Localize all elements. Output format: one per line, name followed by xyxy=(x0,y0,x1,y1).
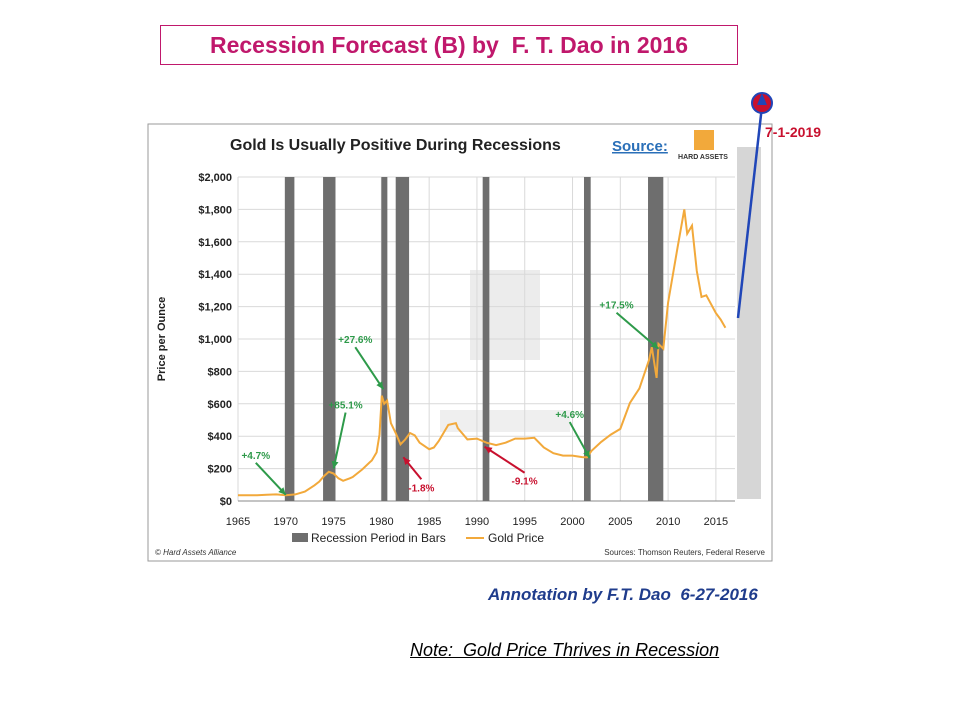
annotation-arrowhead xyxy=(484,446,493,454)
recession-bar xyxy=(381,177,388,501)
annotation-arrowhead xyxy=(583,450,590,459)
annotation-label: -9.1% xyxy=(512,477,538,488)
recession-bar xyxy=(583,177,591,501)
x-axis-ticks: 1965 1970 1975 1980 1985 1990 1995 2000 2005 2010… xyxy=(226,516,728,528)
x-tick-label: 1980 xyxy=(369,516,393,528)
watermark xyxy=(440,270,570,432)
x-tick-label: 2000 xyxy=(560,516,584,528)
hard-assets-logo: HARD ASSETS xyxy=(678,130,728,161)
x-tick-label: 1975 xyxy=(321,516,345,528)
forecast-arrow-tip xyxy=(757,93,767,105)
legend: Recession Period in Bars Gold Price xyxy=(292,531,544,545)
footer-sources: Sources: Thomson Reuters, Federal Reserv… xyxy=(604,548,765,557)
y-tick-label: $1,000 xyxy=(198,334,232,346)
annotation-arrow xyxy=(615,311,660,350)
slide-title: Recession Forecast (B) by F. T. Dao in 2… xyxy=(160,25,738,65)
note-text: Note: Gold Price Thrives in Recession xyxy=(410,640,720,660)
recession-bars xyxy=(284,177,664,501)
logo-text: HARD ASSETS xyxy=(678,154,728,161)
y-axis-label: Price per Ounce xyxy=(156,297,168,381)
annotation-arrow xyxy=(255,462,287,496)
logo-mark xyxy=(694,130,714,150)
annotation-label: +85.1% xyxy=(328,401,362,412)
recession-bar xyxy=(284,177,295,501)
y-tick-label: $0 xyxy=(220,496,232,508)
legend-recession-label: Recession Period in Bars xyxy=(311,531,446,545)
watermark-band xyxy=(440,410,570,432)
annotation-arrow xyxy=(332,412,347,469)
annotation-label: +17.5% xyxy=(599,301,633,312)
y-tick-label: $1,400 xyxy=(198,269,232,281)
forecast-arrow xyxy=(736,92,773,319)
legend-gold-label: Gold Price xyxy=(488,531,544,545)
legend-recession-swatch xyxy=(292,533,308,542)
annotation-arrow xyxy=(484,445,526,474)
forecast-arrow-shaft xyxy=(736,105,764,319)
y-tick-label: $1,800 xyxy=(198,204,232,216)
gold-price-line xyxy=(238,209,727,497)
annotation-label: +4.7% xyxy=(241,451,270,462)
forecast-date-label: 7-1-2019 xyxy=(765,124,821,140)
y-tick-label: $2,000 xyxy=(198,172,232,184)
recession-bar xyxy=(323,177,336,501)
x-tick-label: 2005 xyxy=(608,516,632,528)
annotation-arrowhead xyxy=(376,381,384,390)
y-axis-ticks: $0 $200 $400 $600 $800 $1,000 $1,200 $1,400 $1,6… xyxy=(198,172,232,508)
annotation-arrowhead xyxy=(403,457,411,466)
x-tick-label: 1985 xyxy=(417,516,441,528)
annotation-label: -1.8% xyxy=(408,483,434,494)
y-tick-label: $1,600 xyxy=(198,237,232,249)
x-tick-label: 2015 xyxy=(704,516,728,528)
chart-labels: +4.7% +85.1% +27.6% -1.8% -9.1% +4.6% +17.5% xyxy=(241,301,633,495)
x-tick-label: 1990 xyxy=(465,516,489,528)
x-tick-label: 1965 xyxy=(226,516,250,528)
source-label: Source: xyxy=(612,138,668,155)
y-tick-label: $600 xyxy=(208,399,232,411)
annotation-arrow xyxy=(354,346,385,390)
recession-bar xyxy=(482,177,490,501)
annotation-arrowhead xyxy=(278,487,286,495)
x-tick-label: 1995 xyxy=(512,516,536,528)
annotation-arrowhead xyxy=(331,460,339,469)
watermark-block xyxy=(470,270,540,360)
x-tick-label: 2010 xyxy=(656,516,680,528)
y-tick-label: $400 xyxy=(208,431,232,443)
y-tick-label: $800 xyxy=(208,366,232,378)
annotation-label: +27.6% xyxy=(338,335,372,346)
y-tick-label: $1,200 xyxy=(198,302,232,314)
forecast-column xyxy=(737,147,761,499)
footer-credit: © Hard Assets Alliance xyxy=(155,548,237,557)
x-tick-label: 1970 xyxy=(274,516,298,528)
chart-title: Gold Is Usually Positive During Recessio… xyxy=(230,137,561,154)
annotation-arrows xyxy=(255,311,660,496)
y-tick-label: $200 xyxy=(208,464,232,476)
annotation-credit: Annotation by F.T. Dao 6-27-2016 xyxy=(488,585,758,604)
annotation-arrowhead xyxy=(650,341,659,349)
recession-bar xyxy=(648,177,664,501)
annotation-label: +4.6% xyxy=(555,410,584,421)
recession-bar xyxy=(395,177,410,501)
